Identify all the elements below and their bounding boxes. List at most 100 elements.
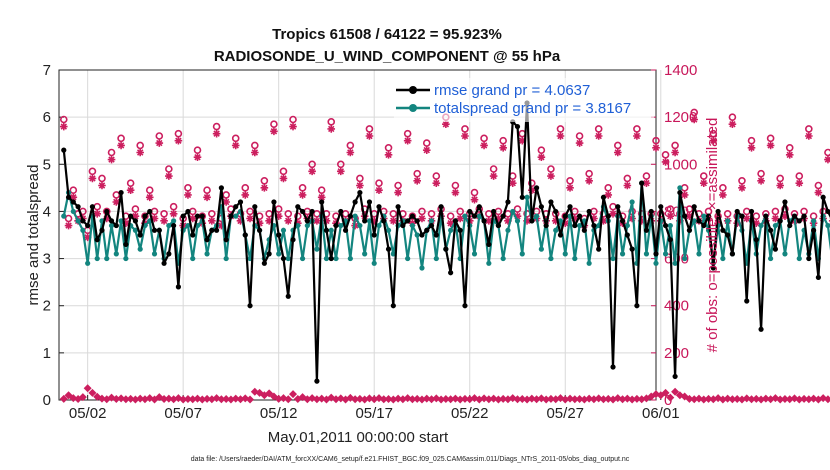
rmse-point [791, 213, 798, 219]
rmse-point [237, 199, 244, 205]
rmse-point [142, 213, 148, 219]
obs-bottom-point [231, 394, 240, 403]
rmse-point [99, 227, 105, 233]
obs-bottom-point [661, 388, 670, 397]
rmse-point [419, 232, 425, 238]
totalspread-point [572, 255, 578, 262]
rmse-point [457, 227, 463, 233]
totalspread-point [758, 222, 764, 229]
obs-assimilated-point [771, 214, 780, 223]
obs-assimilated-point [150, 214, 159, 223]
rmse-point [385, 246, 392, 252]
totalspread-point [514, 218, 521, 224]
rmse-point [567, 204, 573, 210]
obs-assimilated-point [604, 191, 613, 199]
totalspread-point [825, 222, 830, 229]
rmse-point [118, 189, 124, 196]
obs-assimilated-point [671, 148, 679, 157]
totalspread-point [151, 251, 158, 257]
obs-assimilated-point [241, 191, 250, 199]
obs-possible-point [785, 143, 794, 152]
obs-possible-point [365, 125, 374, 133]
obs-possible-point [184, 184, 192, 192]
obs-possible-point [308, 160, 316, 169]
obs-assimilated-point [494, 214, 503, 223]
obs-possible-point [585, 169, 593, 178]
rmse-point [309, 208, 315, 215]
obs-assimilated-point [752, 219, 761, 228]
obs-possible-point [251, 141, 259, 150]
obs-possible-point [136, 141, 144, 150]
rmse-point [156, 227, 162, 233]
obs-assimilated-point [690, 115, 699, 124]
rmse-point [696, 218, 702, 224]
obs-bottom-point [246, 395, 255, 404]
rmse-point [175, 284, 181, 290]
obs-assimilated-point [805, 132, 813, 140]
obs-assimilated-point [781, 212, 789, 220]
totalspread-point [338, 222, 344, 229]
y-tick-label: 3 [43, 251, 51, 268]
totalspread-point [304, 222, 310, 229]
rmse-point [347, 213, 353, 219]
obs-assimilated-point [547, 172, 555, 180]
obs-assimilated-point [666, 212, 675, 220]
totalspread-point [233, 213, 239, 219]
obs-assimilated-point [413, 176, 421, 185]
rmse-point [543, 222, 549, 229]
obs-bottom-point [733, 395, 742, 404]
obs-possible-point [795, 172, 804, 180]
rmse-point [61, 147, 67, 153]
totalspread-point [643, 251, 650, 257]
obs-assimilated-point [251, 148, 259, 157]
obs-possible-point [107, 148, 116, 157]
obs-bottom-point [126, 394, 135, 403]
totalspread-point [118, 218, 124, 224]
rmse-point [228, 213, 234, 219]
y2-tick-label: 1400 [664, 62, 697, 79]
rmse-point [180, 213, 186, 219]
totalspread-point [667, 222, 673, 229]
obs-possible-point [193, 146, 202, 154]
obs-bottom-point [136, 394, 145, 403]
obs-possible-point [222, 191, 230, 199]
rmse-point [672, 373, 678, 380]
rmse-point [648, 208, 654, 215]
rmse-point [557, 232, 564, 238]
rmse-point [748, 208, 755, 215]
obs-possible-point [203, 186, 211, 195]
obs-possible-point [212, 122, 221, 131]
rmse-point [409, 213, 416, 219]
totalspread-point [510, 208, 516, 215]
totalspread-point [682, 255, 688, 262]
totalspread-point [796, 255, 802, 262]
rmse-point [319, 199, 325, 205]
obs-bottom-point [183, 395, 192, 404]
obs-possible-point [709, 129, 718, 138]
rmse-point [448, 270, 454, 276]
obs-assimilated-point [131, 212, 140, 220]
rmse-point [734, 208, 740, 215]
obs-assimilated-point [145, 193, 154, 202]
rmse-point [772, 246, 779, 252]
totalspread-point [75, 218, 81, 224]
obs-bottom-point [761, 394, 770, 403]
rmse-point [271, 199, 277, 205]
obs-assimilated-point [112, 198, 121, 206]
totalspread-point [419, 265, 425, 271]
obs-bottom-point [188, 395, 197, 404]
totalspread-point [323, 255, 330, 262]
obs-possible-point [270, 120, 278, 129]
obs-bottom-point [384, 395, 393, 404]
obs-possible-point [642, 172, 651, 180]
obs-assimilated-point [265, 217, 273, 225]
obs-bottom-point [728, 395, 737, 404]
totalspread-point [610, 255, 616, 262]
obs-possible-point [427, 209, 436, 218]
rmse-point [495, 222, 501, 229]
obs-assimilated-point [585, 176, 593, 185]
rmse-point [185, 208, 191, 215]
obs-possible-point [800, 207, 808, 216]
totalspread-point [653, 260, 659, 266]
obs-assimilated-point [504, 217, 512, 225]
